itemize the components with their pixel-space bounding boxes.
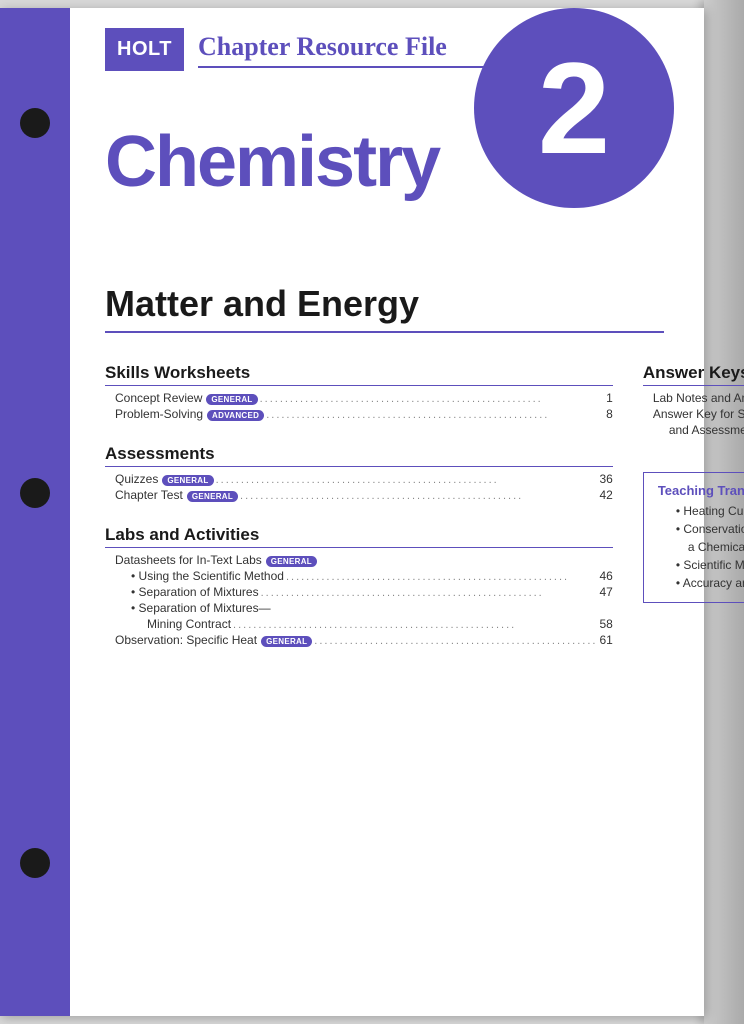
toc-dots xyxy=(264,409,606,421)
toc-label: Datasheets for In-Text Labs xyxy=(115,553,262,567)
toc-line: Problem-Solving ADVANCED 8 xyxy=(105,406,613,422)
page: HOLT Chapter Resource File 2 Chemistry M… xyxy=(0,8,704,1016)
chapter-title: Matter and Energy xyxy=(105,283,664,333)
toc-columns: Skills WorksheetsConcept ReviewGENERAL1P… xyxy=(105,363,664,648)
toc-dots xyxy=(284,571,600,583)
toc-line: • Separation of Mixtures 47 xyxy=(105,584,613,600)
toc-line: and Assessments99 xyxy=(643,422,744,438)
toc-line: Chapter Test GENERAL 42 xyxy=(105,487,613,503)
toc-label: • Separation of Mixtures xyxy=(131,585,259,599)
toc-page: 36 xyxy=(599,472,612,486)
toc-line: Concept Review GENERAL 1 xyxy=(105,390,613,406)
toc-line: Datasheets for In-Text Labs GENERAL xyxy=(105,552,613,568)
box-item: Scientific Method xyxy=(658,556,744,574)
toc-line: • Using the Scientific Method 46 xyxy=(105,568,613,584)
transparency-box: Teaching Transparency List Heating Curve … xyxy=(643,472,744,603)
right-column: Answer Keys Lab Notes and Answers72Answer… xyxy=(643,363,744,648)
toc-line: • Separation of Mixtures— xyxy=(105,600,613,616)
toc-label: Problem-Solving xyxy=(115,407,203,421)
toc-page: 47 xyxy=(599,585,612,599)
toc-page: 46 xyxy=(599,569,612,583)
toc-line: Quizzes GENERAL 36 xyxy=(105,471,613,487)
toc-label: Lab Notes and Answers xyxy=(653,391,744,405)
publisher-badge: HOLT xyxy=(105,28,184,71)
section-heading: Answer Keys xyxy=(643,363,744,386)
toc-line: Lab Notes and Answers72 xyxy=(643,390,744,406)
toc-line: Observation: Specific Heat GENERAL 61 xyxy=(105,632,613,648)
box-item: Accuracy and Precision xyxy=(658,574,744,592)
toc-dots xyxy=(238,490,599,502)
toc-label: Quizzes xyxy=(115,472,158,486)
level-tag: GENERAL xyxy=(206,394,257,405)
toc-page: 8 xyxy=(606,407,613,421)
box-item: a Chemical Reaction xyxy=(658,538,744,556)
toc-page: 42 xyxy=(599,488,612,502)
toc-dots xyxy=(214,474,600,486)
left-column: Skills WorksheetsConcept ReviewGENERAL1P… xyxy=(105,363,613,648)
toc-dots xyxy=(259,587,600,599)
toc-line: Answer Key for Skills Worksheets xyxy=(643,406,744,422)
toc-label: Mining Contract xyxy=(147,617,231,631)
section-heading: Skills Worksheets xyxy=(105,363,613,386)
toc-label: Answer Key for Skills Worksheets xyxy=(653,407,744,421)
level-tag: GENERAL xyxy=(162,475,213,486)
toc-dots xyxy=(231,619,599,631)
section-heading: Labs and Activities xyxy=(105,525,613,548)
toc-label: • Using the Scientific Method xyxy=(131,569,284,583)
level-tag: GENERAL xyxy=(187,491,238,502)
toc-dots xyxy=(312,635,599,647)
binder-hole xyxy=(20,108,50,138)
toc-page: 61 xyxy=(599,633,612,647)
header-row: HOLT Chapter Resource File 2 xyxy=(105,28,664,71)
toc-label: and Assessments xyxy=(669,423,744,437)
binder-hole xyxy=(20,478,50,508)
level-tag: ADVANCED xyxy=(207,410,264,421)
box-item: Conservation of Energy in xyxy=(658,520,744,538)
toc-line: Mining Contract 58 xyxy=(105,616,613,632)
level-tag: GENERAL xyxy=(261,636,312,647)
level-tag: GENERAL xyxy=(266,556,317,567)
chapter-number-circle: 2 xyxy=(474,8,674,208)
binder-hole xyxy=(20,848,50,878)
toc-page: 1 xyxy=(606,391,613,405)
toc-label: Chapter Test xyxy=(115,488,183,502)
chapter-number: 2 xyxy=(538,33,610,183)
box-title: Teaching Transparency List xyxy=(658,483,744,498)
toc-page: 58 xyxy=(599,617,612,631)
toc-dots xyxy=(258,393,607,405)
toc-label: Observation: Specific Heat xyxy=(115,633,257,647)
toc-label: • Separation of Mixtures— xyxy=(131,601,271,615)
content-area: HOLT Chapter Resource File 2 Chemistry M… xyxy=(70,8,704,1016)
section-heading: Assessments xyxy=(105,444,613,467)
box-item: Heating Curve for Water xyxy=(658,502,744,520)
toc-label: Concept Review xyxy=(115,391,202,405)
